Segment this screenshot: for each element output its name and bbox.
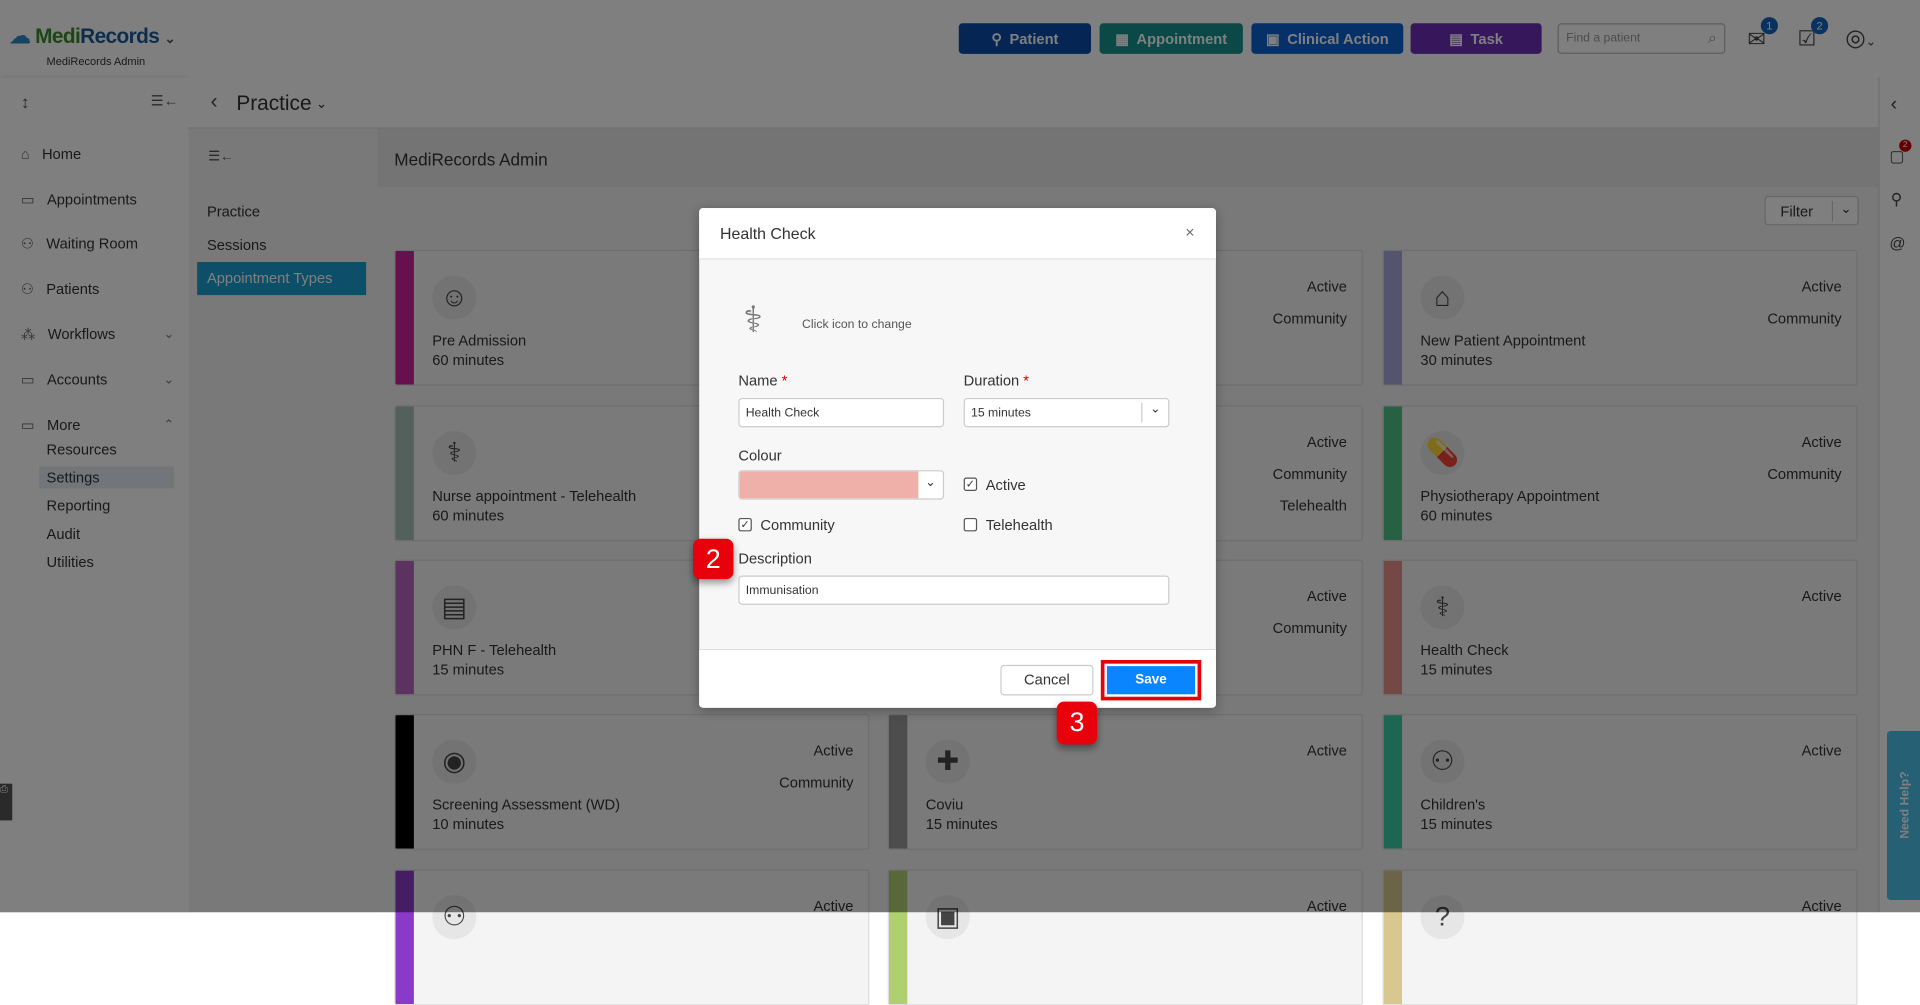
doctor-icon[interactable]: ⚕ <box>743 300 764 341</box>
duration-select[interactable]: 15 minutes ⌄ <box>963 397 1170 428</box>
community-label: Community <box>760 516 835 534</box>
chevron-down-icon: ⌄ <box>1141 402 1168 423</box>
community-checkbox[interactable]: ✓ <box>738 517 752 532</box>
telehealth-label: Telehealth <box>985 516 1053 534</box>
save-button[interactable]: Save <box>1106 666 1196 695</box>
close-icon[interactable]: × <box>1185 222 1195 242</box>
active-checkbox[interactable]: ✓ <box>963 477 978 492</box>
appointment-type-dialog: Health Check × ⚕ Click icon to change Na… <box>699 208 1216 708</box>
duration-label: Duration * <box>963 372 1030 390</box>
step-marker-3: 3 <box>1056 701 1098 745</box>
dialog-footer: Cancel Save <box>699 648 1216 708</box>
active-label: Active <box>985 476 1026 494</box>
description-label: Description <box>738 549 812 567</box>
colour-label: Colour <box>738 446 782 465</box>
save-highlight: Save <box>1100 660 1202 701</box>
step-marker-2: 2 <box>693 538 734 580</box>
name-label: Name * <box>738 372 788 390</box>
chevron-down-icon: ⌄ <box>925 476 936 490</box>
telehealth-checkbox[interactable] <box>963 517 978 532</box>
colour-swatch <box>739 471 919 499</box>
icon-hint: Click icon to change <box>802 318 912 332</box>
name-input[interactable]: Health Check <box>738 397 945 428</box>
dialog-title: Health Check <box>720 224 816 243</box>
colour-select[interactable]: ⌄ <box>738 470 945 500</box>
description-input[interactable]: Immunisation <box>738 575 1170 605</box>
cancel-button[interactable]: Cancel <box>1000 664 1094 696</box>
dialog-header: Health Check × <box>699 208 1216 260</box>
